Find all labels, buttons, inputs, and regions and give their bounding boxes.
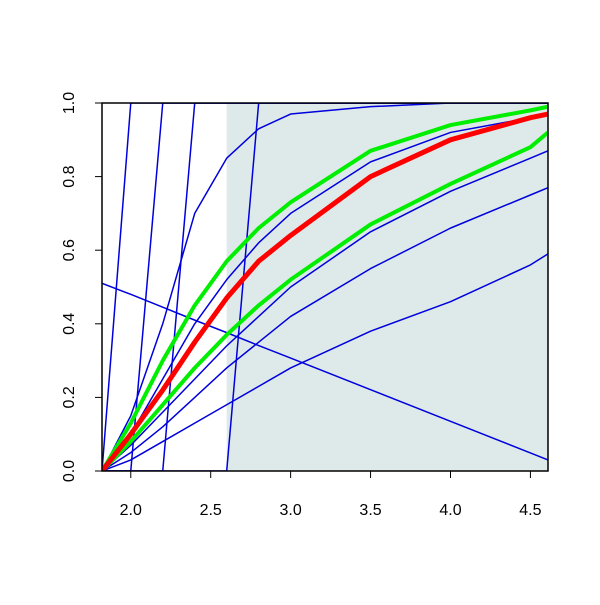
y-tick-label: 0.2	[61, 386, 78, 408]
y-tick-label: 0.8	[61, 165, 78, 187]
shaded-region	[226, 103, 548, 471]
line	[102, 253, 548, 471]
line	[102, 186, 548, 471]
x-tick-label: 4.0	[439, 502, 461, 519]
plot-frame	[101, 102, 549, 472]
x-tick-label: 3.5	[359, 502, 381, 519]
x-tick-label: 4.5	[519, 502, 541, 519]
line	[102, 113, 548, 471]
x-tick-label: 2.5	[200, 502, 222, 519]
y-tick-label: 0.4	[61, 313, 78, 335]
y-tick-label: 1.0	[61, 92, 78, 114]
x-tick-label: 3.0	[280, 502, 302, 519]
line	[102, 103, 548, 471]
line	[102, 111, 548, 471]
line	[102, 104, 548, 471]
y-tick-label: 0.6	[61, 239, 78, 261]
line	[102, 103, 548, 471]
line	[102, 130, 548, 471]
line	[102, 150, 548, 471]
line	[102, 282, 548, 461]
y-tick-label: 0.0	[61, 460, 78, 482]
x-tick-label: 2.0	[120, 502, 142, 519]
lines	[102, 103, 548, 471]
